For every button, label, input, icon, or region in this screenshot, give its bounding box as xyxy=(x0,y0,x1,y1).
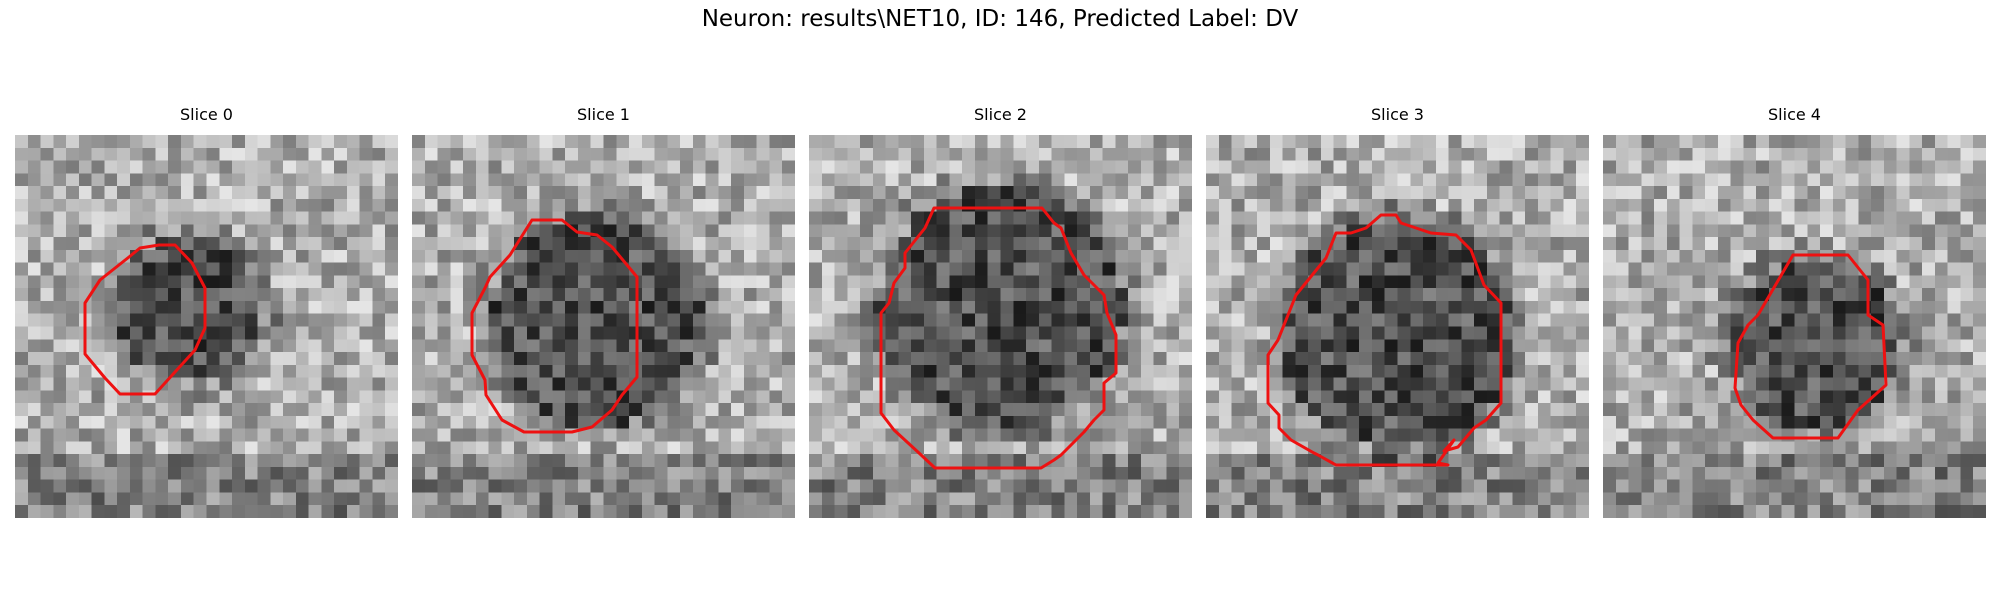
slice-image-area xyxy=(412,135,795,518)
microscopy-image xyxy=(1206,135,1589,518)
slice-image-area xyxy=(1603,135,1986,518)
roi-outline xyxy=(1266,213,1503,467)
roi-contour xyxy=(83,243,207,396)
slice-title: Slice 1 xyxy=(577,105,630,124)
slice-panel-3: Slice 3 xyxy=(1206,105,1589,518)
slice-panel-4: Slice 4 xyxy=(1603,105,1986,518)
slice-title: Slice 3 xyxy=(1371,105,1424,124)
roi-contour xyxy=(1266,213,1503,467)
slice-title: Slice 2 xyxy=(974,105,1027,124)
slice-title: Slice 4 xyxy=(1768,105,1821,124)
roi-contour xyxy=(470,218,639,434)
slice-image-area xyxy=(809,135,1192,518)
microscopy-image xyxy=(412,135,795,518)
microscopy-image xyxy=(1603,135,1986,518)
figure-title: Neuron: results\NET10, ID: 146, Predicte… xyxy=(701,6,1299,32)
slice-image-area xyxy=(15,135,398,518)
microscopy-image xyxy=(809,135,1192,518)
roi-outline xyxy=(470,218,639,434)
slice-panel-0: Slice 0 xyxy=(15,105,398,518)
roi-contour xyxy=(879,206,1118,470)
roi-outline xyxy=(83,243,207,396)
slice-panel-1: Slice 1 xyxy=(412,105,795,518)
slice-image-area xyxy=(1206,135,1589,518)
slice-title: Slice 0 xyxy=(180,105,233,124)
roi-outline xyxy=(879,206,1118,470)
roi-outline xyxy=(1733,253,1888,440)
slice-panel-2: Slice 2 xyxy=(809,105,1192,518)
roi-contour xyxy=(1733,253,1888,440)
